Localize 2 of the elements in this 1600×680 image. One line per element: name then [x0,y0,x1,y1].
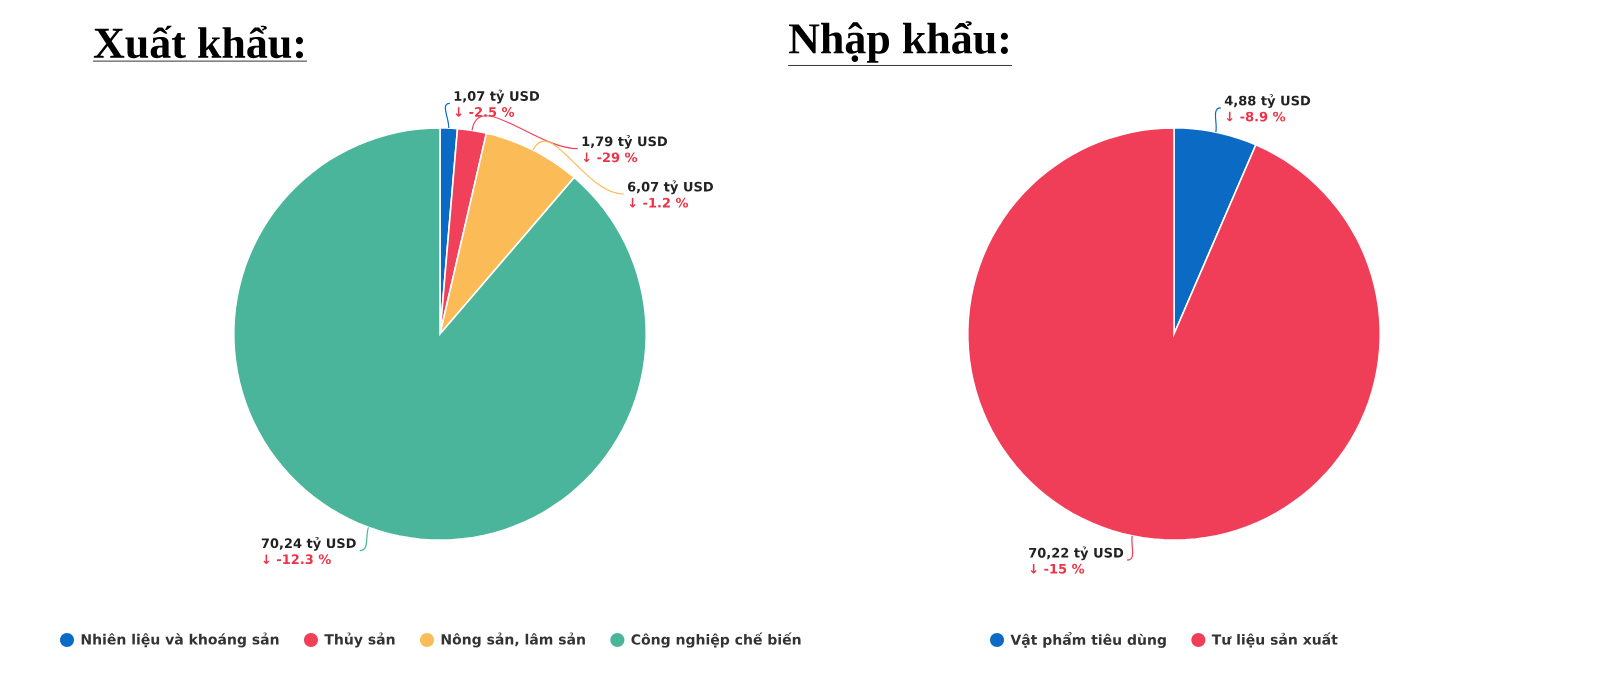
chart-title: Xuất khẩu: [93,25,304,59]
chart-title: Nhập khẩu: [788,21,1008,63]
